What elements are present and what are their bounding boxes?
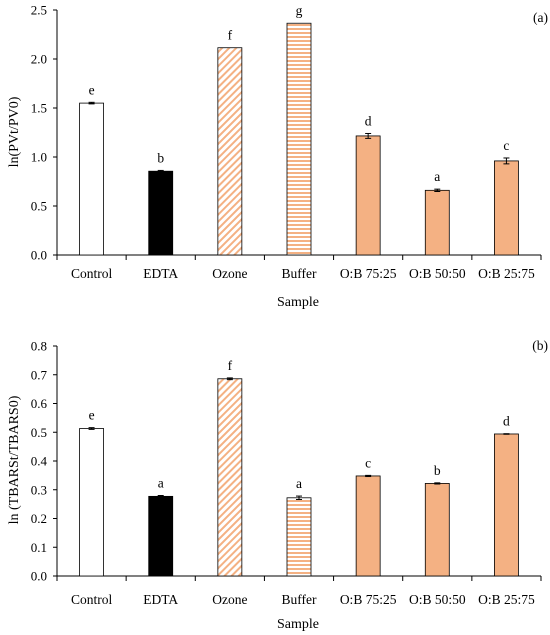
bar-control — [79, 102, 104, 256]
y-tick-label: 0.5 — [31, 425, 47, 440]
bar-o-b-25-75 — [494, 433, 519, 577]
bar-edta — [148, 495, 174, 577]
y-tick-label: 0.2 — [31, 511, 47, 526]
y-tick-label: 0.4 — [31, 454, 48, 469]
significance-letter: e — [89, 82, 95, 97]
category-label: EDTA — [143, 266, 178, 281]
y-axis-title-b: ln (TBARSt/TBARS0) — [7, 395, 22, 524]
significance-letter: a — [158, 476, 164, 491]
significance-letter: g — [296, 3, 303, 18]
category-label: O:B 75:25 — [340, 266, 397, 281]
significance-letter: b — [434, 463, 441, 478]
category-label: Ozone — [212, 592, 247, 607]
bar-control — [79, 428, 104, 577]
chart-panel-a: (a) ln(PVt/PV0) Sample 0.0 0.5 1.0 1.5 2.0 2.… — [7, 3, 548, 311]
y-tick-label: 0.6 — [31, 396, 48, 411]
y-tick-label: 0.3 — [31, 482, 47, 497]
y-tick-label: 0.5 — [31, 199, 47, 214]
x-axis-title-b: Sample — [277, 617, 319, 632]
category-label: O:B 50:50 — [409, 266, 466, 281]
panel-label-b: (b) — [532, 338, 548, 353]
chart-panel-b: (b) ln (TBARSt/TBARS0) Sample 0.00.10.20… — [7, 338, 548, 632]
bar-o-b-50-50 — [424, 483, 450, 577]
y-tick-label: 0.7 — [31, 367, 48, 382]
significance-letter: d — [365, 113, 372, 128]
y-tick-label: 1.5 — [31, 101, 47, 116]
significance-letter: e — [89, 408, 95, 423]
significance-letter: f — [228, 28, 233, 43]
category-label: Control — [71, 266, 113, 281]
y-tick-label: 0.1 — [31, 540, 47, 555]
y-tick-label: 0.0 — [31, 248, 47, 263]
bar-o-b-75-25 — [355, 475, 381, 577]
bar-ozone — [217, 378, 243, 577]
bar-o-b-25-75 — [494, 160, 519, 256]
plot-area-a: 0.0 0.5 1.0 1.5 2.0 2.5 e Control b EDTA f Ozone g Bu… — [31, 3, 542, 281]
significance-letter: a — [434, 169, 440, 184]
bar-o-b-75-25 — [355, 135, 381, 256]
y-tick-label: 2.5 — [31, 3, 47, 18]
significance-letter: b — [157, 150, 164, 165]
y-tick-label: 0.8 — [31, 339, 47, 354]
bar-ozone — [217, 47, 243, 256]
category-label: O:B 25:75 — [478, 592, 535, 607]
bar-buffer — [286, 497, 312, 577]
y-tick-label: 1.0 — [31, 150, 47, 165]
category-label: O:B 50:50 — [409, 592, 466, 607]
category-label: Ozone — [212, 266, 247, 281]
y-axis-title-a: ln(PVt/PV0) — [7, 96, 22, 167]
x-axis-title-a: Sample — [277, 295, 319, 310]
bar-o-b-50-50 — [424, 189, 450, 256]
panel-label-a: (a) — [533, 10, 548, 25]
category-label: Control — [71, 592, 113, 607]
significance-letter: c — [365, 455, 371, 470]
bar-buffer — [286, 22, 312, 256]
category-label: Buffer — [282, 592, 317, 607]
bar-edta — [148, 170, 174, 256]
category-label: O:B 75:25 — [340, 592, 397, 607]
significance-letter: c — [503, 138, 509, 153]
y-tick-label: 2.0 — [31, 52, 47, 67]
category-label: O:B 25:75 — [478, 266, 535, 281]
significance-letter: a — [296, 476, 302, 491]
category-label: Buffer — [282, 266, 317, 281]
significance-letter: f — [228, 358, 233, 373]
significance-letter: d — [503, 414, 510, 429]
y-tick-label: 0.0 — [31, 569, 47, 584]
plot-area-b: 0.0 0.1 0.2 0.3 0.4 0.5 0.6 0.7 0.8 e Control a EDTA… — [31, 339, 542, 607]
category-label: EDTA — [143, 592, 178, 607]
